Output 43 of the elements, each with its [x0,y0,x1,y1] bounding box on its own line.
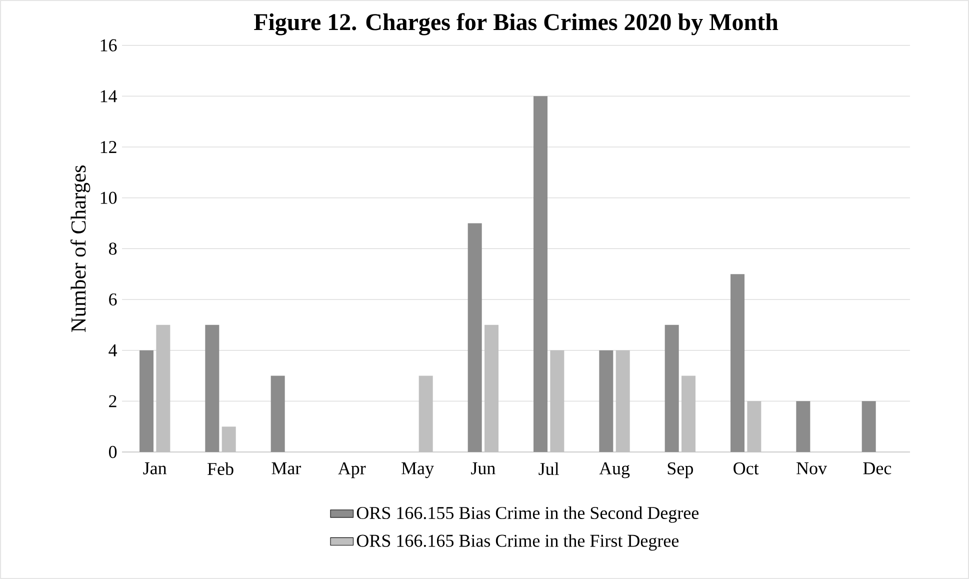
x-tick-label: Jun [471,462,496,474]
bar [616,350,630,452]
x-tick-label: May [402,462,434,478]
y-axis-title: Number of Charges [70,166,90,332]
bar [484,324,499,452]
bar [664,324,679,452]
bar [730,274,745,452]
bar [682,376,696,452]
x-tick-label: Jul [538,462,559,476]
x-tick-label: Sep [668,462,693,478]
bar [270,376,285,452]
y-tick-label: 2 [109,395,116,408]
y-tick-label: 16 [100,39,117,52]
bar [747,401,762,452]
x-tick-label: Feb [208,462,234,476]
bar [205,324,220,452]
bar [468,223,482,452]
bar [140,350,154,452]
legend-label: ORS 166.165 Bias Crime in the First Degree [356,534,679,551]
y-tick-label: 4 [108,344,118,356]
y-tick-label: 8 [108,242,117,255]
y-tick-label: 10 [100,192,117,204]
bar [550,350,564,452]
bar [222,426,236,452]
y-tick-label: 6 [109,293,117,306]
y-tick-label: 0 [108,446,117,458]
bar [599,350,614,452]
y-tick-label: 12 [100,141,116,153]
chart-title: Figure 12. Charges for Bias Crimes 2020 by Month [254,13,778,36]
x-tick-label: Dec [863,462,892,474]
bar [862,401,876,452]
bar [534,96,548,452]
bar [796,401,810,452]
x-tick-label: Apr [338,462,366,478]
x-tick-label: Nov [796,462,828,474]
bar [418,376,433,452]
x-tick-label: Mar [272,462,302,474]
legend-label: ORS 166.155 Bias Crime in the Second Degree [356,506,699,523]
y-tick-label: 14 [100,90,118,102]
x-tick-label: Oct [734,462,759,474]
x-tick-label: Jan [143,462,167,474]
x-tick-label: Aug [599,462,630,478]
bar [156,324,170,452]
